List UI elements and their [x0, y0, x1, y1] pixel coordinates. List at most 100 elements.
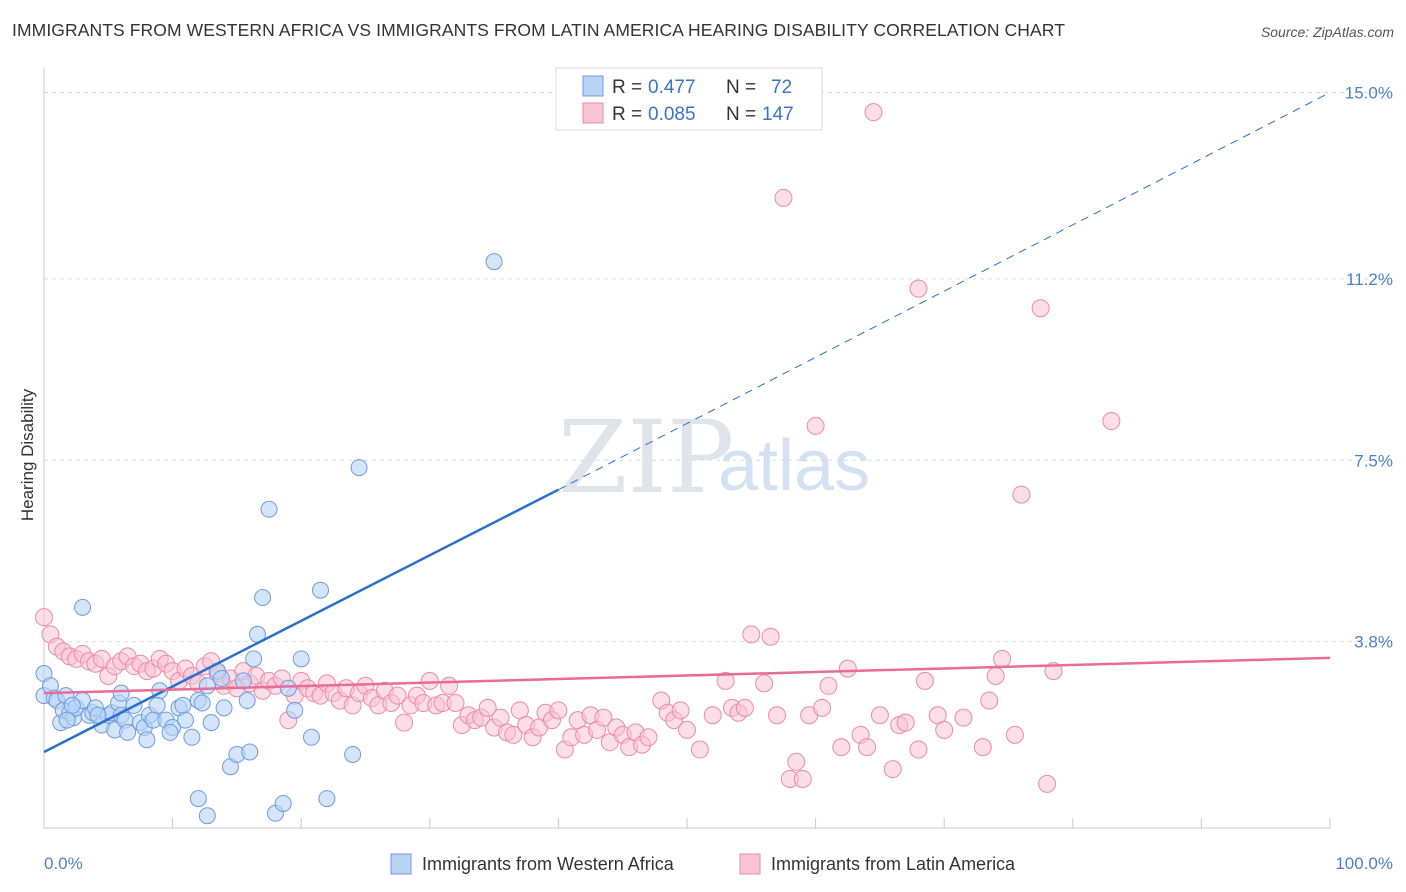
data-point-latin-america: [549, 701, 568, 720]
data-point-latin-america: [690, 740, 709, 759]
y-tick-label: 3.8%: [1354, 633, 1393, 652]
data-point-western-africa: [202, 714, 220, 732]
data-point-latin-america: [774, 188, 793, 207]
x-tick-label-min: 0.0%: [44, 854, 83, 873]
data-point-latin-america: [993, 649, 1012, 668]
data-point-latin-america: [896, 713, 915, 732]
data-point-latin-america: [986, 667, 1005, 685]
data-point-latin-america: [864, 103, 883, 122]
trend-line-western-africa: [43, 488, 559, 754]
data-point-western-africa: [63, 696, 81, 714]
data-point-latin-america: [639, 728, 658, 747]
gridlines: [44, 92, 1390, 643]
data-point-western-africa: [318, 790, 336, 808]
data-point-latin-america: [1005, 725, 1024, 744]
x-axis-ticks: [43, 818, 1331, 828]
trend-line-latin-america: [43, 656, 1331, 695]
legend-n-value: 72: [771, 77, 792, 98]
data-point-western-africa: [198, 807, 216, 825]
bottom-legend-label: Immigrants from Western Africa: [422, 854, 675, 874]
watermark: ZIP atlas: [558, 399, 870, 516]
legend-swatch-blue: [582, 75, 604, 97]
data-point-latin-america: [1012, 485, 1031, 504]
data-point-western-africa: [112, 684, 130, 702]
data-point-latin-america: [973, 738, 992, 757]
data-point-western-africa: [183, 728, 201, 746]
data-point-latin-america: [1031, 299, 1050, 318]
data-point-latin-america: [787, 752, 806, 771]
legend-r-label: R =: [612, 104, 642, 125]
data-point-latin-america: [909, 740, 928, 759]
data-point-western-africa: [350, 459, 368, 477]
data-point-latin-america: [915, 671, 934, 690]
data-point-western-africa: [260, 500, 278, 518]
data-point-western-africa: [198, 677, 216, 695]
data-point-western-africa: [485, 253, 503, 271]
chart-title: IMMIGRANTS FROM WESTERN AFRICA VS IMMIGR…: [12, 20, 1065, 40]
legend-n-label: N =: [726, 77, 756, 98]
data-point-western-africa: [161, 723, 179, 741]
data-point-latin-america: [954, 708, 973, 727]
data-point-western-africa: [148, 696, 166, 714]
data-point-western-africa: [241, 743, 259, 761]
bottom-legend-label: Immigrants from Latin America: [771, 854, 1016, 874]
data-point-latin-america: [388, 686, 407, 705]
watermark-zip: ZIP: [558, 399, 734, 516]
data-point-latin-america: [504, 725, 523, 744]
legend-n-value: 147: [762, 104, 794, 125]
data-point-western-africa: [344, 745, 362, 763]
legend-swatch-pink: [582, 102, 604, 124]
data-point-latin-america: [735, 698, 754, 717]
x-tick-label-max: 100.0%: [1335, 854, 1393, 873]
data-point-western-africa: [58, 711, 76, 729]
data-point-latin-america: [768, 706, 787, 725]
data-point-latin-america: [716, 671, 735, 690]
data-point-western-africa: [311, 581, 329, 599]
legend-r-label: R =: [612, 77, 642, 98]
data-point-latin-america: [1102, 412, 1121, 431]
data-point-latin-america: [440, 676, 459, 695]
data-point-western-africa: [138, 731, 156, 749]
data-point-western-africa: [245, 650, 263, 668]
data-point-latin-america: [793, 769, 812, 788]
bottom-legend-swatch-blue: [390, 853, 412, 875]
watermark-atlas: atlas: [718, 426, 870, 506]
data-point-western-africa: [119, 723, 137, 741]
data-point-latin-america: [813, 698, 832, 717]
data-point-western-africa: [215, 699, 233, 717]
data-point-western-africa: [286, 701, 304, 719]
data-point-western-africa: [302, 728, 320, 746]
y-tick-label: 7.5%: [1354, 451, 1393, 470]
data-point-latin-america: [35, 608, 53, 627]
series-legend: Immigrants from Western Africa Immigrant…: [390, 853, 1016, 875]
data-point-western-africa: [193, 694, 211, 712]
data-point-western-africa: [254, 589, 272, 607]
data-point-latin-america: [935, 720, 954, 739]
data-point-latin-america: [883, 760, 902, 779]
legend-r-value: 0.477: [648, 77, 696, 98]
data-point-latin-america: [420, 671, 439, 690]
y-axis-label: Hearing Disability: [18, 388, 37, 521]
data-point-western-africa: [274, 794, 292, 812]
data-point-latin-america: [446, 693, 465, 712]
data-point-latin-america: [671, 701, 690, 720]
data-point-latin-america: [832, 738, 851, 757]
legend-n-label: N =: [726, 104, 756, 125]
data-point-western-africa: [212, 669, 230, 687]
data-point-latin-america: [1038, 774, 1057, 793]
data-point-latin-america: [755, 674, 774, 693]
data-point-latin-america: [761, 627, 780, 646]
data-point-latin-america: [1044, 662, 1063, 681]
correlation-legend: R = 0.477 N = 72 R = 0.085 N = 147: [555, 67, 823, 131]
data-point-western-africa: [292, 650, 310, 668]
data-point-latin-america: [594, 708, 613, 727]
series-western-africa-points: [35, 253, 503, 825]
bottom-legend-swatch-pink: [739, 853, 761, 875]
data-point-western-africa: [189, 790, 207, 808]
data-point-latin-america: [742, 625, 761, 644]
y-tick-labels: 3.8% 7.5% 11.2% 15.0%: [1345, 84, 1393, 652]
data-point-western-africa: [74, 598, 92, 616]
data-point-latin-america: [395, 713, 414, 732]
trend-lines: [43, 92, 1331, 754]
